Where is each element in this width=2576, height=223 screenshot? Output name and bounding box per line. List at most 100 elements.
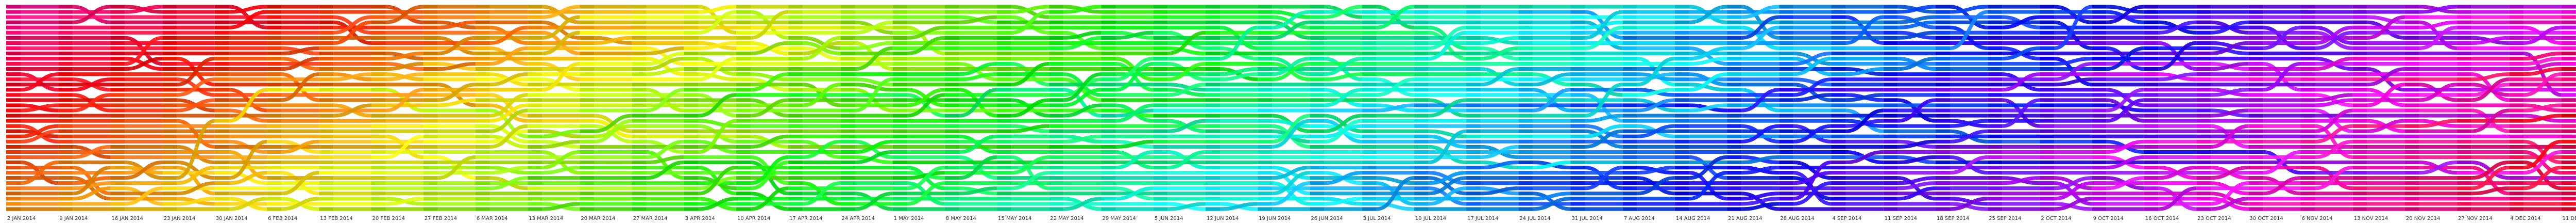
rank-bar	[1258, 155, 1273, 160]
flow-band	[229, 197, 267, 211]
rank-bar	[1570, 46, 1585, 50]
rank-bar	[1258, 119, 1273, 123]
flow-band	[646, 160, 684, 180]
flow-band	[907, 25, 945, 40]
rank-bar	[267, 83, 282, 87]
rank-bar	[736, 77, 751, 82]
rank-bar	[1936, 41, 1950, 45]
rank-bar	[58, 72, 73, 76]
rank-bar	[2300, 139, 2315, 144]
rank-bar	[892, 181, 907, 185]
rank-bar	[580, 67, 595, 71]
rank-bar	[997, 93, 1012, 97]
rank-bar	[1049, 77, 1064, 82]
rank-bar	[1727, 134, 1742, 138]
rank-bar	[6, 192, 21, 196]
rank-bar	[684, 124, 699, 128]
rank-bar	[2092, 5, 2107, 9]
rank-bar	[267, 41, 282, 45]
flow-band	[1532, 88, 1571, 113]
rank-bar	[1988, 5, 2003, 9]
rank-bar	[2404, 207, 2419, 211]
rank-bar	[2352, 25, 2367, 29]
rank-bar	[2300, 56, 2315, 61]
rank-bar	[2196, 41, 2211, 45]
rank-bar	[2404, 20, 2419, 24]
flow-band	[1585, 83, 1623, 118]
flow-band	[1793, 77, 1832, 87]
rank-bar	[1049, 41, 1064, 45]
rank-bar	[528, 83, 543, 87]
rank-bar	[1883, 155, 1898, 160]
rank-bar	[1988, 36, 2003, 40]
rank-bar	[1049, 93, 1064, 97]
rank-bar	[1936, 181, 1950, 185]
rank-bar	[319, 114, 334, 118]
rank-bar	[2561, 186, 2576, 190]
rank-bar	[162, 88, 177, 92]
rank-bar	[1466, 25, 1481, 29]
flow-band	[2315, 93, 2353, 107]
rank-bar	[2404, 145, 2419, 149]
rank-bar	[840, 25, 855, 29]
rank-bar	[2509, 62, 2524, 66]
flow-band	[1741, 25, 1780, 51]
rank-bar	[6, 119, 21, 123]
rank-bar	[2144, 192, 2159, 196]
rank-bar	[1414, 197, 1429, 201]
rank-bar	[528, 150, 543, 154]
rank-bar	[1049, 10, 1064, 14]
rank-bar	[1049, 36, 1064, 40]
rank-bar	[2144, 46, 2159, 50]
rank-bar	[1362, 10, 1377, 14]
rank-bar	[1310, 124, 1325, 128]
rank-bar	[1779, 77, 1794, 82]
rank-bar	[1518, 181, 1533, 185]
flow-band	[1011, 5, 1049, 14]
rank-bar	[2352, 36, 2367, 40]
flow-band	[385, 61, 423, 71]
rank-bar	[423, 124, 438, 128]
rank-bar	[1258, 41, 1273, 45]
rank-bar	[1310, 186, 1325, 190]
rank-bar	[1414, 83, 1429, 87]
rank-bar	[1936, 98, 1950, 102]
rank-bar	[1153, 15, 1168, 19]
rank-bar	[2092, 103, 2107, 107]
rank-bar	[475, 30, 490, 35]
rank-bar	[944, 197, 959, 201]
rank-bar	[2352, 108, 2367, 113]
x-tick-label: 7 AUG 2014	[1624, 216, 1655, 221]
rank-bar	[1258, 192, 1273, 196]
rank-bar	[528, 186, 543, 190]
rank-bar	[2457, 129, 2472, 133]
rank-bar	[1988, 186, 2003, 190]
rank-bar	[1779, 30, 1794, 35]
x-tick-label: 2 OCT 2014	[2041, 216, 2071, 221]
rank-bar	[892, 67, 907, 71]
rank-bar	[2248, 98, 2263, 102]
rank-bar	[1153, 30, 1168, 35]
rank-bar	[736, 197, 751, 201]
rank-bar	[840, 72, 855, 76]
rank-bar	[632, 155, 647, 160]
rank-bar	[1936, 207, 1950, 211]
rank-bar	[162, 83, 177, 87]
x-tick-label: 16 JAN 2014	[111, 216, 143, 221]
rank-bar	[1101, 36, 1116, 40]
rank-bar	[1674, 98, 1689, 102]
rank-bar	[1779, 134, 1794, 138]
rank-bar	[1258, 207, 1273, 211]
rank-bar	[58, 160, 73, 165]
rank-bar	[2040, 30, 2055, 35]
rank-bar	[2248, 88, 2263, 92]
rank-bar	[475, 25, 490, 29]
rank-bar	[580, 41, 595, 45]
rank-bar	[1988, 134, 2003, 138]
rank-bar	[632, 15, 647, 19]
rank-bar	[2509, 181, 2524, 185]
rank-bar	[1674, 25, 1689, 29]
rank-bar	[1831, 171, 1846, 175]
flow-band	[73, 145, 111, 160]
rank-bar	[1206, 93, 1220, 97]
